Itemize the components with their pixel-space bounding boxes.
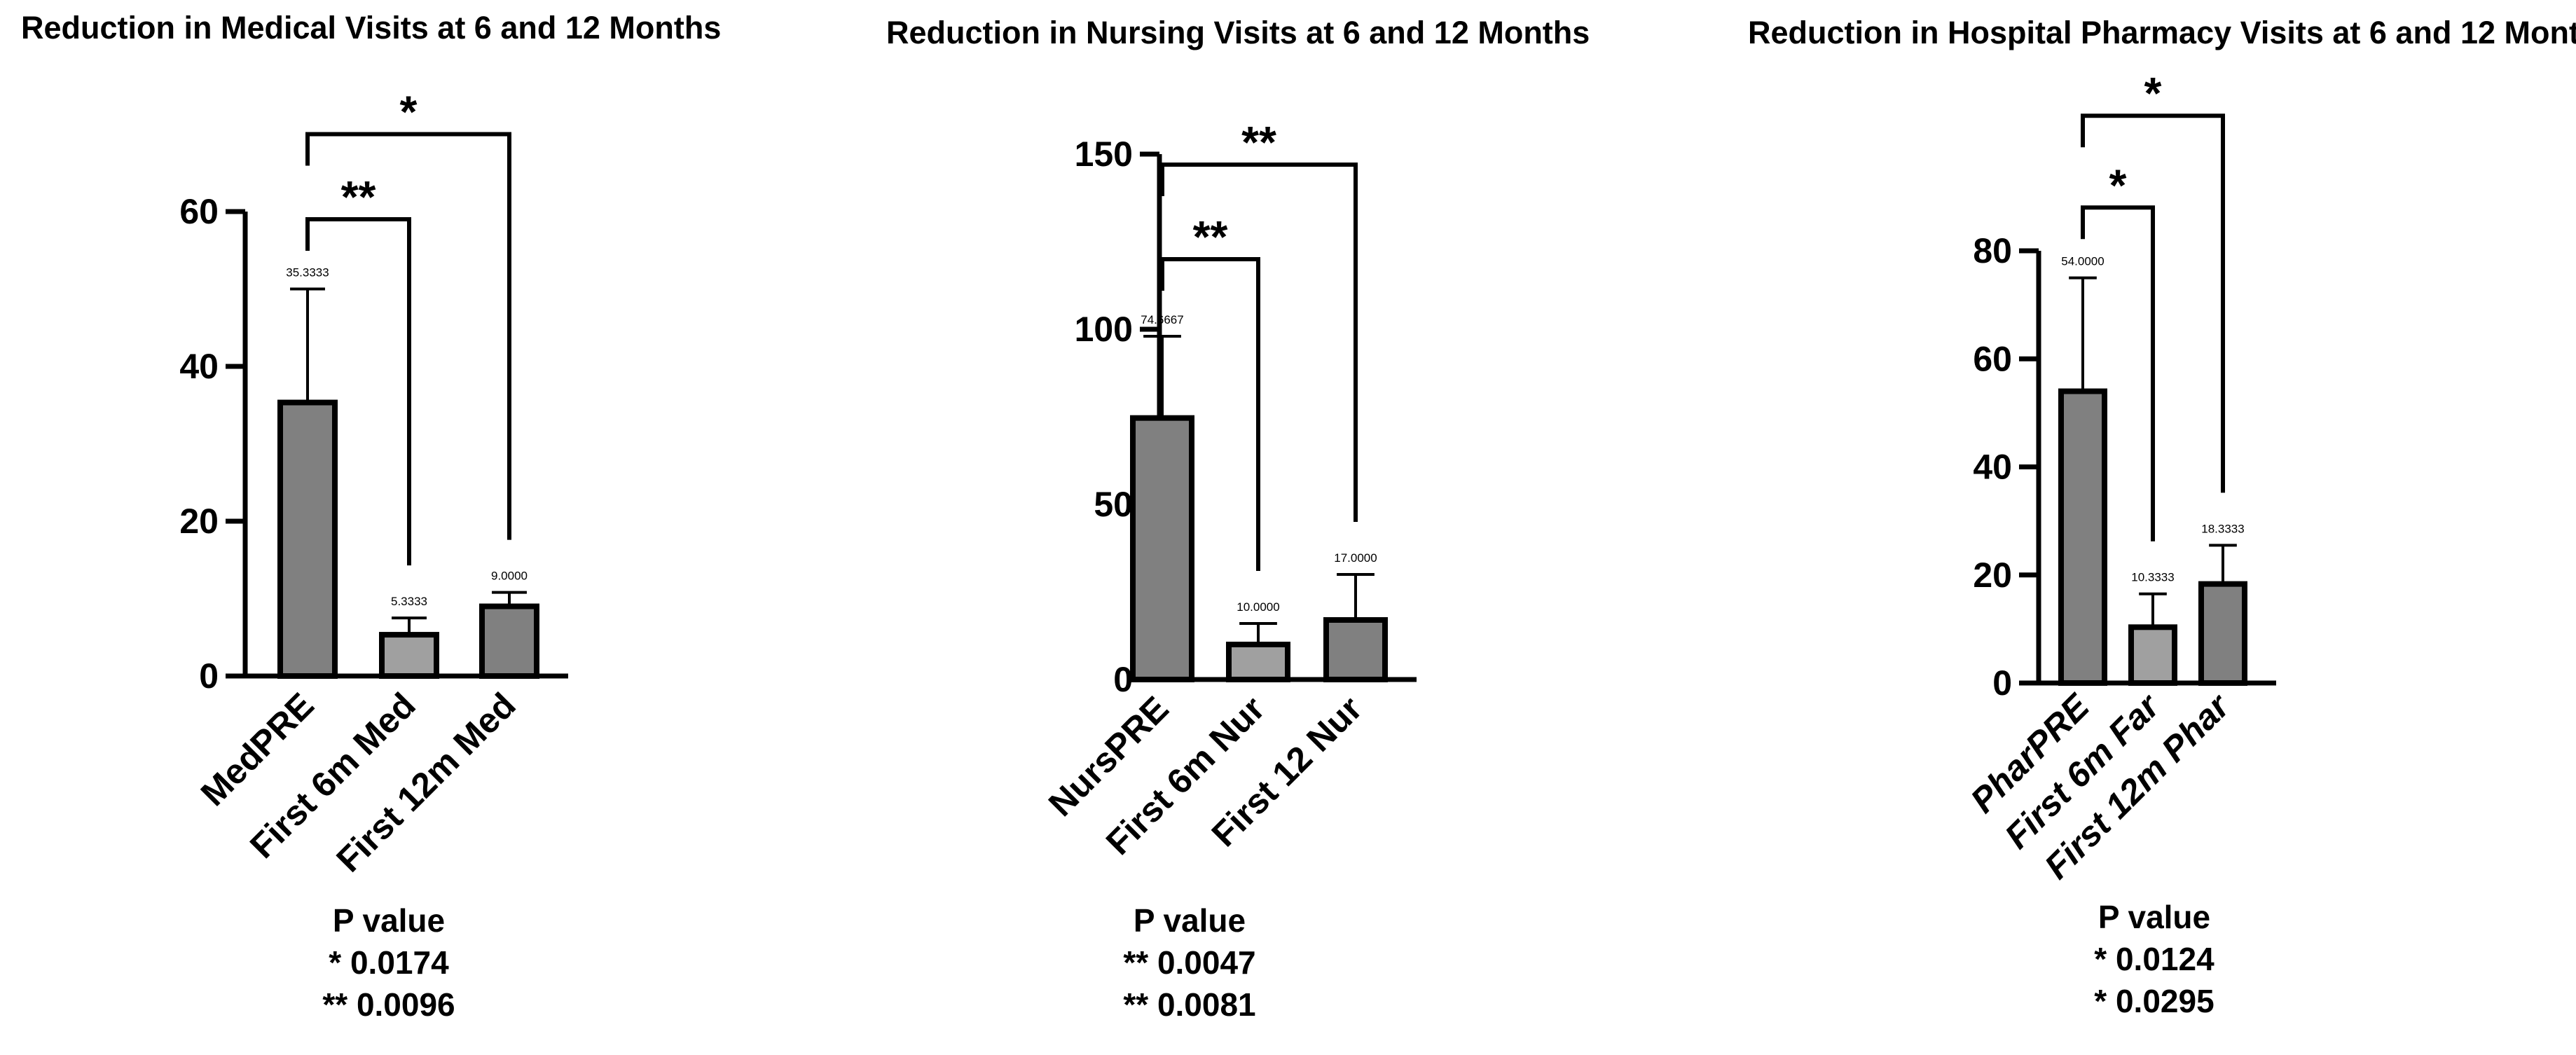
significance-stars: * bbox=[2109, 160, 2127, 210]
bar bbox=[1226, 642, 1290, 682]
pvalue-heading: P value bbox=[2098, 899, 2210, 935]
bar bbox=[277, 399, 338, 679]
chart-title: Reduction in Medical Visits at 6 and 12 … bbox=[21, 10, 721, 46]
chart-title: Reduction in Nursing Visits at 6 and 12 … bbox=[886, 15, 1590, 50]
pvalue-line: * 0.0174 bbox=[329, 944, 449, 981]
y-tick-label: 40 bbox=[179, 347, 219, 386]
chart-title: Reduction in Hospital Pharmacy Visits at… bbox=[1748, 15, 2576, 50]
pvalue-heading: P value bbox=[333, 902, 445, 939]
data-label: 54.0000 bbox=[2061, 255, 2104, 268]
data-label: 74.6667 bbox=[1141, 313, 1183, 326]
bar bbox=[1130, 415, 1194, 682]
significance-stars: * bbox=[2144, 68, 2162, 118]
significance-bracket bbox=[305, 132, 511, 540]
bar bbox=[2198, 581, 2247, 686]
significance-bracket bbox=[1160, 257, 1260, 571]
bar bbox=[2128, 624, 2177, 687]
y-tick-label: 0 bbox=[199, 656, 219, 696]
bar bbox=[479, 603, 539, 679]
y-tick-label: 0 bbox=[1992, 663, 2012, 703]
significance-bracket bbox=[1160, 163, 1358, 522]
data-label: 35.3333 bbox=[286, 266, 329, 280]
y-tick-label: 50 bbox=[1094, 485, 1133, 524]
y-tick-label: 100 bbox=[1075, 310, 1133, 349]
bar bbox=[379, 632, 439, 679]
significance-bracket bbox=[305, 217, 411, 566]
category-label: First 12m Med bbox=[329, 685, 523, 879]
significance-stars: * bbox=[400, 87, 418, 137]
bar bbox=[1323, 617, 1388, 682]
y-tick-label: 0 bbox=[1113, 660, 1133, 699]
significance-bracket bbox=[2081, 113, 2225, 493]
data-label: 17.0000 bbox=[1334, 551, 1377, 565]
data-label: 5.3333 bbox=[391, 595, 427, 608]
pvalue-line: ** 0.0047 bbox=[1123, 944, 1255, 981]
pvalue-line: ** 0.0096 bbox=[322, 986, 455, 1023]
chart-panel-3: Reduction in Hospital Pharmacy Visits at… bbox=[1748, 15, 2576, 1019]
chart-panel-1: Reduction in Medical Visits at 6 and 12 … bbox=[21, 10, 721, 1023]
pvalue-line: * 0.0124 bbox=[2094, 941, 2215, 977]
y-tick-label: 80 bbox=[1973, 231, 2012, 270]
data-label: 10.3333 bbox=[2131, 571, 2174, 584]
pvalue-heading: P value bbox=[1134, 902, 1246, 939]
data-label: 10.0000 bbox=[1237, 600, 1279, 614]
data-label: 18.3333 bbox=[2201, 522, 2244, 535]
y-tick-label: 150 bbox=[1075, 135, 1133, 174]
y-tick-label: 40 bbox=[1973, 448, 2012, 487]
y-tick-label: 60 bbox=[179, 192, 219, 231]
y-tick-label: 20 bbox=[1973, 556, 2012, 595]
bar bbox=[2058, 388, 2107, 687]
significance-stars: ** bbox=[341, 172, 376, 222]
data-label: 9.0000 bbox=[491, 570, 528, 583]
y-tick-label: 20 bbox=[179, 502, 219, 541]
y-tick-label: 60 bbox=[1973, 339, 2012, 378]
pvalue-line: ** 0.0081 bbox=[1123, 986, 1255, 1023]
chart-panel-2: Reduction in Nursing Visits at 6 and 12 … bbox=[886, 15, 1590, 1023]
pvalue-line: * 0.0295 bbox=[2094, 983, 2214, 1019]
significance-stars: ** bbox=[1193, 212, 1228, 262]
significance-bracket bbox=[2081, 205, 2155, 542]
significance-stars: ** bbox=[1241, 117, 1276, 167]
